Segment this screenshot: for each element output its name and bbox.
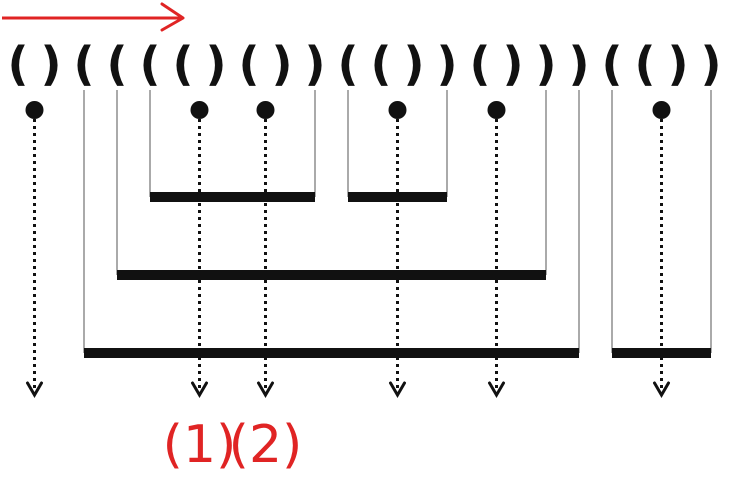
dot-marker [487, 101, 506, 119]
open-paren: ( [370, 37, 391, 91]
arrow-head-icon [191, 381, 208, 398]
bracket-bar [150, 192, 315, 202]
close-paren: ) [40, 37, 61, 91]
dot-marker [388, 101, 407, 119]
bracket-bar [84, 348, 579, 358]
bracket-bar [117, 270, 546, 280]
open-paren: ( [172, 37, 193, 91]
close-paren: ) [271, 37, 292, 91]
right-arrow-icon [160, 2, 185, 32]
close-paren: ) [304, 37, 325, 91]
parentheses-row: ()(((()())(())()))(()) [7, 37, 721, 91]
dot-marker [190, 101, 209, 119]
handwritten-label: (2) [229, 415, 303, 475]
arrow-head-icon [389, 381, 406, 398]
close-paren: ) [205, 37, 226, 91]
close-paren: ) [502, 37, 523, 91]
close-paren: ) [700, 37, 721, 91]
close-paren: ) [535, 37, 556, 91]
close-paren: ) [403, 37, 424, 91]
close-paren: ) [436, 37, 457, 91]
open-paren: ( [73, 37, 94, 91]
dot-marker [25, 101, 44, 119]
dotted-arrows [25, 101, 671, 398]
arrow-head-icon [488, 381, 505, 398]
close-paren: ) [667, 37, 688, 91]
arrow-head-icon [653, 381, 670, 398]
open-paren: ( [139, 37, 160, 91]
open-paren: ( [238, 37, 259, 91]
handwritten-label: (1) [163, 415, 237, 475]
arrow-head-icon [257, 381, 274, 398]
arrow-head-icon [26, 381, 43, 398]
open-paren: ( [106, 37, 127, 91]
close-paren: ) [568, 37, 589, 91]
red-annotations: (1)(2) [163, 415, 303, 475]
open-paren: ( [601, 37, 622, 91]
open-paren: ( [634, 37, 655, 91]
open-paren: ( [469, 37, 490, 91]
open-paren: ( [7, 37, 28, 91]
dot-marker [652, 101, 671, 119]
direction-arrow [2, 2, 185, 32]
dot-marker [256, 101, 275, 119]
open-paren: ( [337, 37, 358, 91]
